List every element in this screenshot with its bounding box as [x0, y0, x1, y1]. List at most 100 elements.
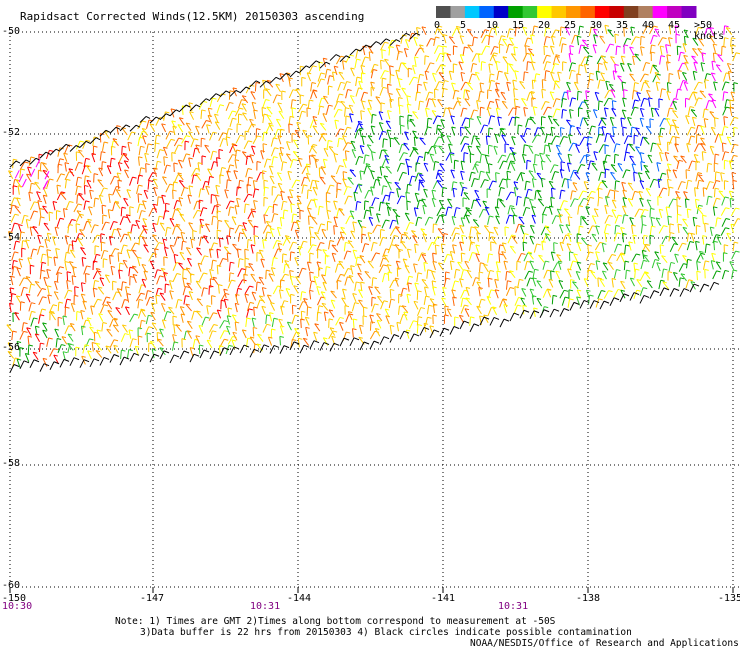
- wind-barb: [256, 172, 261, 181]
- wind-barb: [516, 172, 522, 181]
- wind-barb: [613, 232, 618, 242]
- wind-barb-flag: [185, 135, 191, 138]
- wind-barb-flag: [382, 86, 388, 89]
- wind-barb: [80, 247, 87, 256]
- wind-barb: [117, 180, 120, 190]
- wind-barb: [180, 232, 185, 242]
- wind-barb-flag: [381, 49, 386, 52]
- flagged-barb: [549, 308, 555, 318]
- wind-barb-flag: [463, 269, 468, 272]
- wind-barb-flag: [187, 194, 193, 197]
- wind-barb-flag: [727, 62, 732, 65]
- wind-barb-flag: [464, 152, 469, 155]
- wind-barb-flag: [518, 124, 523, 127]
- wind-barb-flag: [529, 198, 534, 201]
- wind-barb-flag: [74, 294, 79, 297]
- wind-barb-flag: [623, 44, 629, 47]
- wind-barb-flag: [418, 316, 423, 319]
- wind-barb-flag: [520, 135, 525, 137]
- wind-barb-flag: [383, 149, 388, 152]
- wind-barb-flag: [436, 180, 442, 183]
- wind-barb: [181, 241, 184, 251]
- wind-barb: [25, 293, 31, 303]
- wind-barb: [91, 153, 96, 163]
- wind-barb: [361, 100, 365, 110]
- wind-barb: [385, 166, 392, 174]
- wind-barb: [289, 159, 294, 169]
- wind-barb-flag: [383, 175, 389, 178]
- wind-barb: [547, 143, 551, 153]
- wind-barb: [588, 27, 592, 37]
- wind-barb: [196, 310, 203, 319]
- wind-barb-flag: [579, 64, 584, 67]
- wind-barb-flag: [654, 258, 660, 261]
- wind-barb-flag: [282, 253, 287, 256]
- wind-barb-flag: [643, 287, 648, 290]
- wind-barb-flag: [142, 120, 147, 123]
- wind-barb: [413, 37, 418, 46]
- wind-barb-flag: [558, 213, 564, 216]
- flagged-barb: [349, 48, 357, 56]
- wind-barb: [143, 190, 148, 199]
- wind-barb: [586, 270, 589, 280]
- wind-barb: [434, 25, 439, 35]
- wind-barb: [198, 236, 202, 246]
- wind-barb: [197, 263, 202, 272]
- wind-barb-flag: [183, 268, 188, 271]
- wind-barb: [349, 113, 353, 123]
- wind-barb-flag: [295, 179, 301, 182]
- wind-barb-flag: [514, 70, 519, 73]
- wind-barb: [344, 107, 346, 117]
- wind-barb-flag: [330, 290, 335, 293]
- wind-barb-flag: [434, 161, 440, 163]
- wind-barb: [377, 176, 381, 186]
- wind-barb-flag: [419, 174, 424, 176]
- wind-barb-flag: [423, 322, 429, 325]
- wind-barb-flag: [583, 99, 589, 102]
- wind-barb: [138, 284, 142, 294]
- wind-barb: [307, 244, 313, 253]
- wind-barb-flag: [329, 75, 334, 78]
- wind-barb: [507, 205, 511, 215]
- wind-barb: [414, 172, 419, 182]
- wind-barb-flag: [345, 241, 350, 244]
- wind-barb: [71, 240, 74, 250]
- wind-barb: [236, 248, 240, 258]
- wind-barb: [205, 186, 210, 195]
- wind-barb-flag: [700, 62, 706, 65]
- wind-barb: [161, 195, 165, 205]
- wind-barb: [445, 206, 449, 216]
- wind-barb: [728, 190, 733, 200]
- wind-barb: [296, 202, 301, 212]
- wind-barb: [520, 172, 524, 182]
- wind-barb: [323, 311, 327, 321]
- wind-barb-flag: [693, 70, 698, 73]
- wind-barb-flag: [333, 225, 338, 228]
- wind-barb-flag: [713, 81, 718, 84]
- wind-barb-flag: [223, 288, 228, 291]
- wind-barb: [406, 248, 411, 258]
- wind-barb-flag: [559, 241, 565, 244]
- wind-barb-flag: [174, 253, 179, 256]
- wind-barb: [336, 93, 340, 103]
- wind-barb: [642, 62, 647, 72]
- wind-barb-flag: [669, 223, 675, 226]
- wind-barb: [279, 217, 283, 227]
- wind-barb: [598, 144, 604, 153]
- flagged-barb-flag: [83, 359, 90, 363]
- wind-barb-flag: [222, 132, 227, 135]
- wind-barb: [431, 73, 437, 82]
- wind-barb-flag: [229, 227, 235, 230]
- wind-barb-flag: [713, 240, 718, 243]
- wind-barb-flag: [629, 217, 634, 220]
- wind-barb: [85, 338, 90, 348]
- wind-barb: [265, 270, 267, 280]
- wind-barb-flag: [563, 200, 568, 203]
- wind-barb-flag: [279, 146, 285, 149]
- wind-barb: [177, 172, 184, 181]
- wind-barb: [569, 97, 573, 107]
- wind-barb: [14, 312, 20, 321]
- wind-barb-flag: [301, 310, 306, 313]
- wind-barb-flag: [517, 195, 522, 198]
- wind-barb-flag: [567, 153, 573, 156]
